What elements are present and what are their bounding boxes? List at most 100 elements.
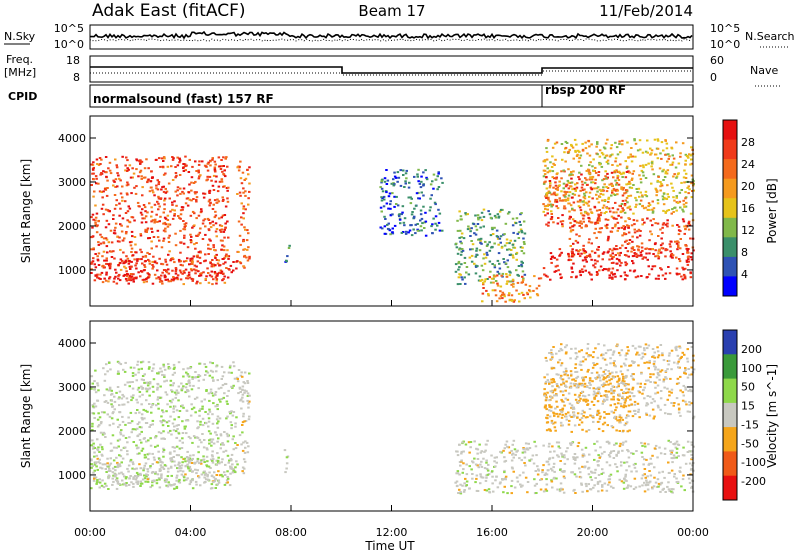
scatter-cell xyxy=(167,236,170,239)
scatter-cell xyxy=(476,452,479,455)
scatter-cell xyxy=(633,254,636,257)
scatter-cell xyxy=(105,273,108,276)
scatter-cell xyxy=(457,262,460,265)
scatter-cell xyxy=(536,473,540,476)
scatter-cell xyxy=(117,174,120,177)
scatter-cell xyxy=(570,177,573,180)
scatter-cell xyxy=(581,200,584,203)
scatter-cell xyxy=(554,429,557,432)
scatter-cell xyxy=(434,222,437,225)
scatter-cell xyxy=(624,220,627,223)
scatter-cell xyxy=(415,192,419,195)
scatter-cell xyxy=(488,213,492,216)
scatter-cell xyxy=(575,370,579,373)
scatter-cell xyxy=(601,430,605,433)
scatter-cell xyxy=(242,458,246,461)
scatter-cell xyxy=(648,208,651,211)
scatter-cell xyxy=(664,170,668,173)
scatter-cell xyxy=(594,171,598,174)
scatter-cell xyxy=(285,456,289,459)
scatter-cell xyxy=(193,243,196,246)
scatter-cell xyxy=(691,464,694,467)
scatter-cell xyxy=(207,253,210,255)
scatter-cell xyxy=(120,230,124,233)
scatter-cell xyxy=(206,465,209,468)
scatter-cell xyxy=(224,205,228,208)
scatter-cell xyxy=(583,188,586,191)
scatter-cell xyxy=(176,274,180,277)
scatter-cell xyxy=(552,186,555,189)
scatter-cell xyxy=(380,187,384,190)
scatter-cell xyxy=(607,269,610,272)
scatter-cell xyxy=(588,178,591,181)
scatter-cell xyxy=(677,246,680,248)
scatter-cell xyxy=(597,201,601,204)
scatter-cell xyxy=(147,167,150,170)
scatter-cell xyxy=(598,386,601,389)
scatter-cell xyxy=(122,262,125,265)
scatter-cell xyxy=(226,200,230,203)
scatter-cell xyxy=(625,421,629,424)
scatter-cell xyxy=(676,354,680,357)
scatter-cell xyxy=(136,481,140,484)
scatter-cell xyxy=(196,280,199,283)
scatter-cell xyxy=(162,190,166,193)
scatter-cell xyxy=(605,268,608,271)
scatter-cell xyxy=(184,386,188,389)
scatter-cell xyxy=(520,485,523,488)
scatter-cell xyxy=(546,275,549,278)
scatter-cell xyxy=(553,142,557,145)
scatter-cell xyxy=(600,151,604,154)
scatter-cell xyxy=(558,490,562,493)
scatter-cell xyxy=(132,172,136,175)
scatter-cell xyxy=(232,261,235,263)
scatter-cell xyxy=(208,439,211,442)
scatter-cell xyxy=(208,399,211,402)
scatter-cell xyxy=(548,405,551,408)
scatter-cell xyxy=(562,194,566,197)
scatter-cell xyxy=(526,491,529,494)
scatter-cell xyxy=(208,222,212,225)
scatter-cell xyxy=(149,466,152,469)
scatter-cell xyxy=(556,193,559,196)
scatter-cell xyxy=(518,457,521,460)
scatter-cell xyxy=(160,246,164,249)
scatter-cell xyxy=(212,458,215,461)
scatter-cell xyxy=(659,397,663,400)
scatter-cell xyxy=(466,213,469,216)
scatter-cell xyxy=(94,219,97,222)
scatter-cell xyxy=(482,283,485,286)
scatter-cell xyxy=(621,443,625,446)
scatter-cell xyxy=(92,442,95,445)
scatter-cell xyxy=(396,204,400,207)
scatter-cell xyxy=(215,433,218,436)
scatter-cell xyxy=(114,186,117,188)
scatter-cell xyxy=(92,479,96,482)
scatter-cell xyxy=(642,389,645,392)
scatter-cell xyxy=(211,487,214,490)
scatter-cell xyxy=(596,141,599,144)
scatter-cell xyxy=(180,405,183,408)
scatter-cell xyxy=(465,271,468,274)
scatter-cell xyxy=(616,419,619,422)
scatter-cell xyxy=(658,249,661,251)
scatter-cell xyxy=(494,280,498,282)
scatter-cell xyxy=(624,274,627,277)
scatter-cell xyxy=(488,491,491,494)
scatter-cell xyxy=(609,404,612,407)
scatter-cell xyxy=(550,205,553,208)
scatter-cell xyxy=(577,396,581,398)
scatter-cell xyxy=(244,208,247,211)
scatter-cell xyxy=(614,201,617,204)
scatter-cell xyxy=(627,404,631,407)
scatter-cell xyxy=(230,410,233,413)
scatter-cell xyxy=(230,371,233,374)
scatter-cell xyxy=(383,225,387,228)
scatter-cell xyxy=(177,461,181,464)
scatter-cell xyxy=(172,278,176,281)
scatter-cell xyxy=(569,245,572,247)
cpid-strip xyxy=(89,84,694,108)
scatter-cell xyxy=(138,463,141,466)
scatter-cell xyxy=(596,222,600,225)
scatter-cell xyxy=(172,279,175,282)
